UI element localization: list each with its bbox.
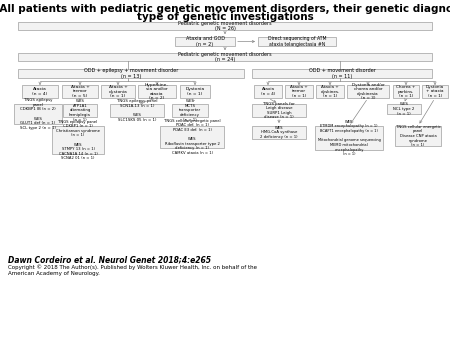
Text: Ataxia
(n = 4): Ataxia (n = 4): [32, 87, 48, 96]
Text: Pediatric genetic movement disorders
(n = 24): Pediatric genetic movement disorders (n …: [178, 52, 272, 63]
Text: WES
NCL type 2
(n = 1): WES NCL type 2 (n = 1): [393, 102, 415, 116]
Text: Dystonia and/or
chorea and/or
dyskinesia
(n = 3): Dystonia and/or chorea and/or dyskinesia…: [351, 82, 384, 100]
FancyBboxPatch shape: [175, 37, 235, 46]
Text: TNGS epilepsy panel
SCN1A-13 (n = 1)

WES
SLC1SKS 05 (n = 1): TNGS epilepsy panel SCN1A-13 (n = 1) WES…: [117, 99, 157, 122]
FancyBboxPatch shape: [395, 126, 441, 146]
Text: WES
ETMDM encephalopathy (n = 1)
BCAFT1 encephalopathy (n = 1)

Mitochondrial ge: WES ETMDM encephalopathy (n = 1) BCAFT1 …: [318, 120, 380, 156]
Text: WES
MCTS
transporter
deficiency
(n = 1): WES MCTS transporter deficiency (n = 1): [179, 99, 201, 122]
Text: Copyright © 2018 The Author(s). Published by Wolters Kluwer Health, Inc. on beha: Copyright © 2018 The Author(s). Publishe…: [8, 264, 257, 276]
Text: Ataxia +
tremor
(n = 5): Ataxia + tremor (n = 5): [71, 85, 90, 98]
FancyBboxPatch shape: [393, 85, 419, 98]
Text: Ataxia +
dyskines.
(n = 1): Ataxia + dyskines. (n = 1): [320, 85, 340, 98]
Text: TNGS cellular energetic panel
PDAC def. (n = 1)
PDAC E3 def. (n = 1)

WES
Ribofl: TNGS cellular energetic panel PDAC def. …: [164, 119, 220, 155]
FancyBboxPatch shape: [254, 85, 282, 98]
Text: Chorea +
parkins.
(n = 1): Chorea + parkins. (n = 1): [396, 85, 416, 98]
Text: Dystonia
(n = 1): Dystonia (n = 1): [185, 87, 205, 96]
FancyBboxPatch shape: [18, 53, 432, 61]
FancyBboxPatch shape: [22, 85, 58, 98]
Text: Hyperkine-
sia and/or
ataxia
(n = 2): Hyperkine- sia and/or ataxia (n = 2): [145, 82, 169, 100]
FancyBboxPatch shape: [101, 85, 135, 98]
Text: WES
ATP1A1
alternating
hemiplegia
(n = 1): WES ATP1A1 alternating hemiplegia (n = 1…: [69, 99, 91, 122]
Text: TNGS epilepsy
panel
CDKBP1 IB (n = 2)

WES
GLUT1 def (n = 1)
SCL type 2 (n = 1): TNGS epilepsy panel CDKBP1 IB (n = 2) WE…: [20, 98, 56, 130]
FancyBboxPatch shape: [18, 69, 244, 78]
Text: Dawn Cordeiro et al. Neurol Genet 2018;4:e265: Dawn Cordeiro et al. Neurol Genet 2018;4…: [8, 255, 211, 264]
FancyBboxPatch shape: [110, 104, 164, 117]
FancyBboxPatch shape: [252, 104, 306, 117]
FancyBboxPatch shape: [387, 104, 421, 114]
Text: Ataxia +
tremor
(n = 1): Ataxia + tremor (n = 1): [290, 85, 308, 98]
Text: Dystonia
+ ataxia
(n = 1): Dystonia + ataxia (n = 1): [426, 85, 444, 98]
FancyBboxPatch shape: [172, 104, 208, 117]
FancyBboxPatch shape: [316, 85, 344, 98]
Text: TNGS cellular energetic
panel
Disease CNP ataxia
syndrome
(n = 1): TNGS cellular energetic panel Disease CN…: [396, 125, 441, 147]
FancyBboxPatch shape: [315, 126, 383, 150]
Text: ODD + movement disorder
(n = 11): ODD + movement disorder (n = 11): [309, 68, 375, 79]
FancyBboxPatch shape: [63, 104, 97, 117]
FancyBboxPatch shape: [258, 37, 336, 46]
Text: Ataxia
(n = 4): Ataxia (n = 4): [261, 87, 275, 96]
Text: Figure 1 All patients with pediatric genetic movement disorders, their genetic d: Figure 1 All patients with pediatric gen…: [0, 4, 450, 14]
FancyBboxPatch shape: [18, 22, 432, 30]
FancyBboxPatch shape: [422, 85, 448, 98]
Text: Ataxia and GOD
(n = 2): Ataxia and GOD (n = 2): [185, 36, 225, 47]
FancyBboxPatch shape: [180, 85, 210, 98]
FancyBboxPatch shape: [160, 126, 224, 148]
Text: Pediatric genetic movement disorders
(N = 26): Pediatric genetic movement disorders (N …: [178, 21, 272, 31]
Text: TNGS epilepsy panel
CDKBP1 (n = 1)
Christianson syndrome
(n = 1)

WES
STMPY 13 (: TNGS epilepsy panel CDKBP1 (n = 1) Chris…: [56, 120, 100, 161]
FancyBboxPatch shape: [285, 85, 313, 98]
FancyBboxPatch shape: [52, 126, 104, 154]
Text: Ataxia +
dystonia
(n = 1): Ataxia + dystonia (n = 1): [108, 85, 127, 98]
Text: type of genetic investigations: type of genetic investigations: [137, 12, 313, 22]
FancyBboxPatch shape: [138, 85, 176, 98]
Text: WES
HMG-CoA synthase
2 deficiency (n = 1): WES HMG-CoA synthase 2 deficiency (n = 1…: [260, 126, 298, 139]
FancyBboxPatch shape: [252, 69, 432, 78]
FancyBboxPatch shape: [62, 85, 98, 98]
Text: Direct sequencing of ATM
ataxia telangiectasia #N: Direct sequencing of ATM ataxia telangie…: [268, 36, 326, 47]
FancyBboxPatch shape: [14, 104, 62, 124]
Text: TNGS panels for
Leigh disease
SURP1 Leigh
disease (n = 1): TNGS panels for Leigh disease SURP1 Leig…: [263, 102, 295, 119]
FancyBboxPatch shape: [252, 126, 306, 139]
FancyBboxPatch shape: [347, 85, 389, 98]
Text: ODD + epilepsy + movement disorder
(n = 13): ODD + epilepsy + movement disorder (n = …: [84, 68, 178, 79]
